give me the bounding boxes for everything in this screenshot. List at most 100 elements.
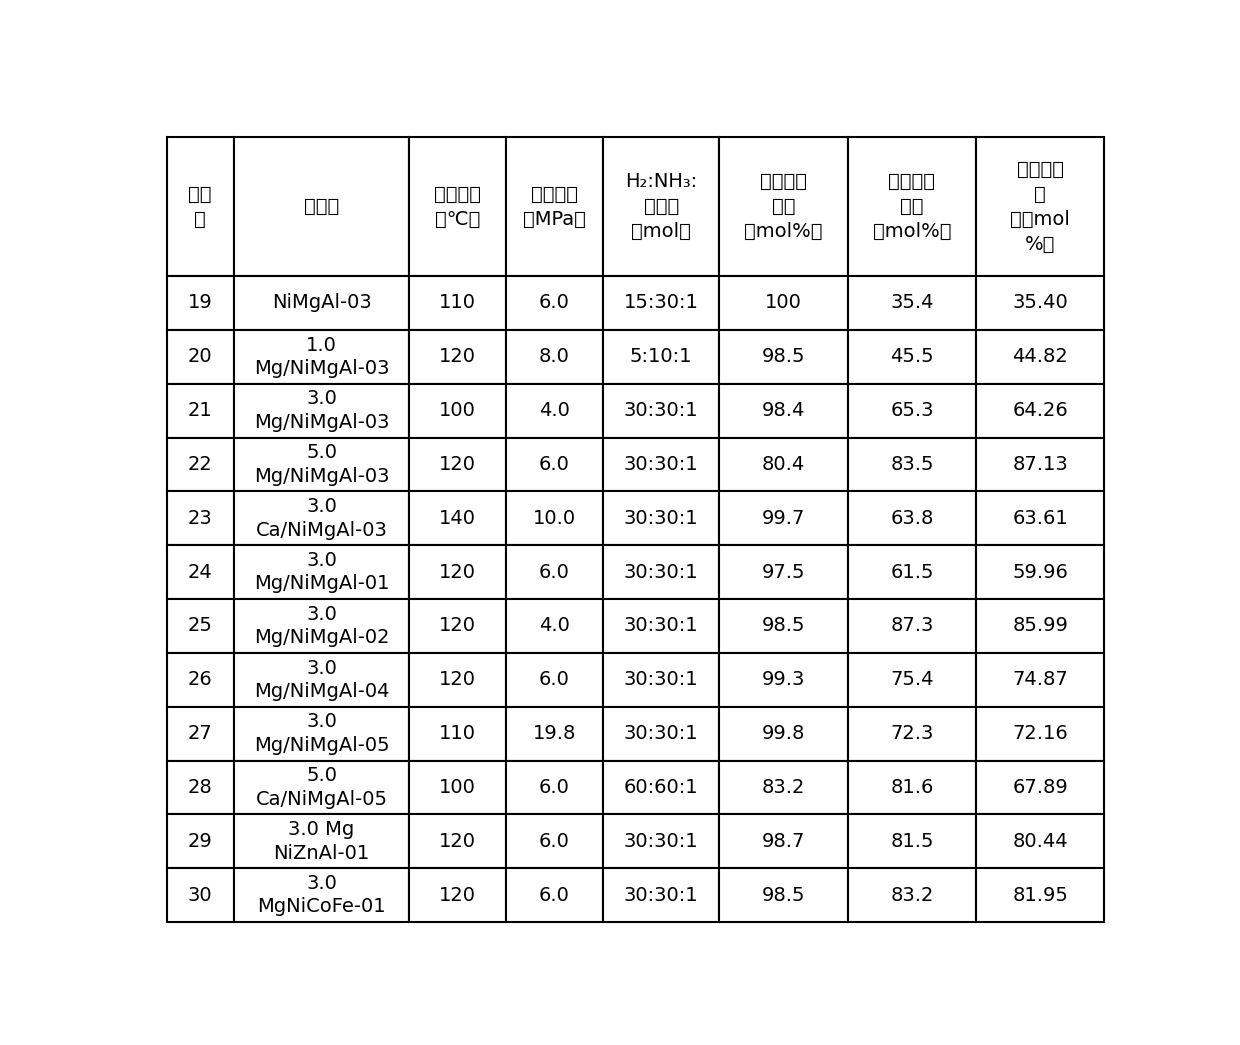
Text: 97.5: 97.5	[761, 562, 805, 582]
Bar	[506, 653, 603, 706]
Text: 6.0: 6.0	[539, 777, 570, 797]
Text: 83.2: 83.2	[761, 777, 805, 797]
Bar	[233, 868, 409, 922]
Text: 61.5: 61.5	[890, 562, 934, 582]
Bar	[848, 384, 976, 438]
Bar	[976, 138, 1105, 276]
Text: 反应温度
（℃）: 反应温度 （℃）	[434, 185, 481, 229]
Text: 100: 100	[765, 294, 802, 312]
Text: 4.0: 4.0	[539, 401, 570, 420]
Text: 3.0
MgNiCoFe-01: 3.0 MgNiCoFe-01	[257, 874, 386, 916]
Bar	[166, 384, 233, 438]
Bar	[719, 276, 848, 330]
Bar	[409, 868, 506, 922]
Text: 30:30:1: 30:30:1	[624, 832, 698, 851]
Text: 63.61: 63.61	[1012, 509, 1068, 528]
Text: 3.0
Mg/NiMgAl-01: 3.0 Mg/NiMgAl-01	[254, 551, 389, 594]
Bar	[719, 814, 848, 868]
Text: 63.8: 63.8	[890, 509, 934, 528]
Text: 3.0
Mg/NiMgAl-04: 3.0 Mg/NiMgAl-04	[254, 658, 389, 701]
Text: 8.0: 8.0	[539, 347, 570, 366]
Bar	[506, 384, 603, 438]
Bar	[848, 761, 976, 814]
Text: 100: 100	[439, 401, 476, 420]
Text: 81.6: 81.6	[890, 777, 934, 797]
Text: 120: 120	[439, 562, 476, 582]
Bar	[233, 384, 409, 438]
Bar	[603, 706, 719, 761]
Text: 26: 26	[187, 670, 212, 690]
Bar	[233, 138, 409, 276]
Text: 67.89: 67.89	[1012, 777, 1068, 797]
Bar	[848, 545, 976, 599]
Text: 72.3: 72.3	[890, 724, 934, 743]
Text: 98.7: 98.7	[761, 832, 805, 851]
Bar	[719, 599, 848, 653]
Bar	[603, 138, 719, 276]
Text: 5:10:1: 5:10:1	[630, 347, 692, 366]
Text: 6.0: 6.0	[539, 670, 570, 690]
Bar	[233, 761, 409, 814]
Bar	[409, 761, 506, 814]
Text: 87.3: 87.3	[890, 617, 934, 635]
Text: 85.99: 85.99	[1012, 617, 1068, 635]
Bar	[976, 706, 1105, 761]
Text: 27: 27	[187, 724, 212, 743]
Text: 3.0
Ca/NiMgAl-03: 3.0 Ca/NiMgAl-03	[255, 497, 387, 539]
Bar	[603, 814, 719, 868]
Text: 30:30:1: 30:30:1	[624, 455, 698, 474]
Bar	[166, 868, 233, 922]
Bar	[233, 599, 409, 653]
Text: 98.5: 98.5	[761, 617, 805, 635]
Text: 5.0
Ca/NiMgAl-05: 5.0 Ca/NiMgAl-05	[255, 766, 388, 809]
Text: 60:60:1: 60:60:1	[624, 777, 698, 797]
Text: 99.7: 99.7	[761, 509, 805, 528]
Text: 反应压力
（MPa）: 反应压力 （MPa）	[523, 185, 587, 229]
Text: 3.0
Mg/NiMgAl-05: 3.0 Mg/NiMgAl-05	[254, 713, 389, 754]
Bar	[719, 330, 848, 384]
Bar	[848, 138, 976, 276]
Bar	[506, 761, 603, 814]
Text: 120: 120	[439, 670, 476, 690]
Text: 6.0: 6.0	[539, 294, 570, 312]
Bar	[848, 491, 976, 545]
Text: 30:30:1: 30:30:1	[624, 509, 698, 528]
Text: 5.0
Mg/NiMgAl-03: 5.0 Mg/NiMgAl-03	[254, 443, 389, 486]
Text: H₂:NH₃:
己二醛
（mol）: H₂:NH₃: 己二醛 （mol）	[625, 172, 697, 241]
Bar	[166, 599, 233, 653]
Text: 30:30:1: 30:30:1	[624, 617, 698, 635]
Text: 21: 21	[187, 401, 212, 420]
Bar	[976, 814, 1105, 868]
Bar	[848, 330, 976, 384]
Text: 120: 120	[439, 885, 476, 905]
Bar	[848, 653, 976, 706]
Bar	[719, 761, 848, 814]
Bar	[848, 706, 976, 761]
Text: 120: 120	[439, 832, 476, 851]
Bar	[409, 814, 506, 868]
Bar	[603, 276, 719, 330]
Text: 19: 19	[187, 294, 212, 312]
Bar	[233, 653, 409, 706]
Text: 100: 100	[439, 777, 476, 797]
Bar	[976, 545, 1105, 599]
Bar	[506, 438, 603, 491]
Bar	[976, 276, 1105, 330]
Bar	[233, 276, 409, 330]
Bar	[409, 545, 506, 599]
Bar	[603, 384, 719, 438]
Bar	[976, 438, 1105, 491]
Text: 83.2: 83.2	[890, 885, 934, 905]
Text: 83.5: 83.5	[890, 455, 934, 474]
Bar	[506, 491, 603, 545]
Text: 72.16: 72.16	[1012, 724, 1068, 743]
Bar	[166, 438, 233, 491]
Bar	[409, 276, 506, 330]
Bar	[233, 545, 409, 599]
Text: 45.5: 45.5	[890, 347, 934, 366]
Text: 98.5: 98.5	[761, 885, 805, 905]
Text: NiMgAl-03: NiMgAl-03	[272, 294, 372, 312]
Text: 25: 25	[187, 617, 212, 635]
Bar	[976, 868, 1105, 922]
Text: 己二胺选
择性
（mol%）: 己二胺选 择性 （mol%）	[873, 172, 951, 241]
